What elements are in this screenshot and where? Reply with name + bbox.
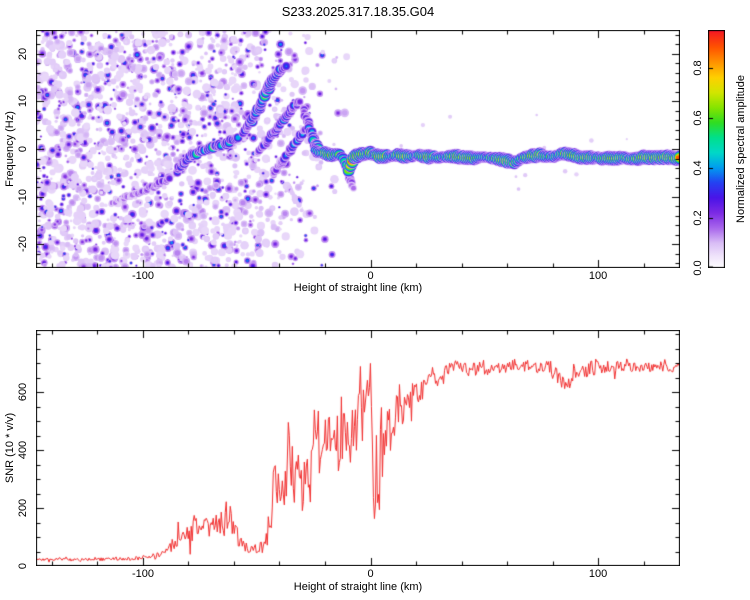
snr-x-tick-label: -100 <box>131 568 154 580</box>
snr-x-tick-label: 100 <box>588 568 608 580</box>
snr-y-tick-label: 600 <box>17 383 29 402</box>
height-axis-label-bottom: Height of straight line (km) <box>293 581 423 593</box>
spectrogram-y-tick-label: -10 <box>17 188 29 205</box>
snr-x-tick-label: 0 <box>367 568 374 580</box>
snr-axis-label: SNR (10 * v/v) <box>4 412 16 484</box>
figure-title: S233.2025.317.18.35.G04 <box>281 4 435 19</box>
colorbar-tick-label: 0.2 <box>692 210 704 226</box>
spectrogram-y-tick-label: -20 <box>17 236 29 253</box>
colorbar <box>708 30 725 268</box>
colorbar-tick-label: 0.4 <box>692 160 704 176</box>
frequency-axis-label: Frequency (Hz) <box>4 111 16 187</box>
spectrogram-y-tick-label: 0 <box>17 145 29 153</box>
snr-y-tick-label: 0 <box>17 562 29 570</box>
spectrogram-x-tick-label: 100 <box>588 270 608 282</box>
colorbar-axis-label: Normalized spectral amplitude <box>735 75 747 223</box>
spectrogram-x-tick-label: -100 <box>131 270 154 282</box>
height-axis-label-top: Height of straight line (km) <box>293 282 423 294</box>
spectrogram-canvas <box>36 30 680 268</box>
colorbar-tick-label: 0.6 <box>692 110 704 126</box>
spectrogram-x-tick-label: 0 <box>367 270 374 282</box>
snr-canvas <box>36 330 680 566</box>
spectrogram-y-tick-label: 10 <box>17 95 29 108</box>
snr-y-tick-label: 400 <box>17 440 29 460</box>
spectrogram-y-tick-label: 20 <box>17 47 29 60</box>
colorbar-tick-label: 0.0 <box>692 260 704 276</box>
colorbar-tick-label: 0.8 <box>692 59 704 76</box>
snr-y-tick-label: 200 <box>17 498 29 518</box>
